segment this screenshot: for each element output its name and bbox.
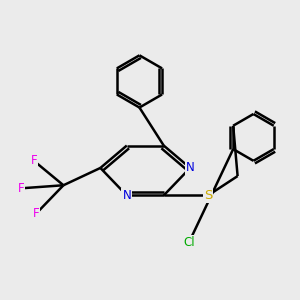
Text: F: F (18, 182, 25, 195)
Text: S: S (204, 189, 212, 202)
Text: N: N (122, 189, 131, 202)
Text: F: F (33, 207, 39, 220)
Text: F: F (31, 154, 37, 167)
Text: N: N (186, 161, 194, 174)
Text: Cl: Cl (183, 236, 195, 249)
